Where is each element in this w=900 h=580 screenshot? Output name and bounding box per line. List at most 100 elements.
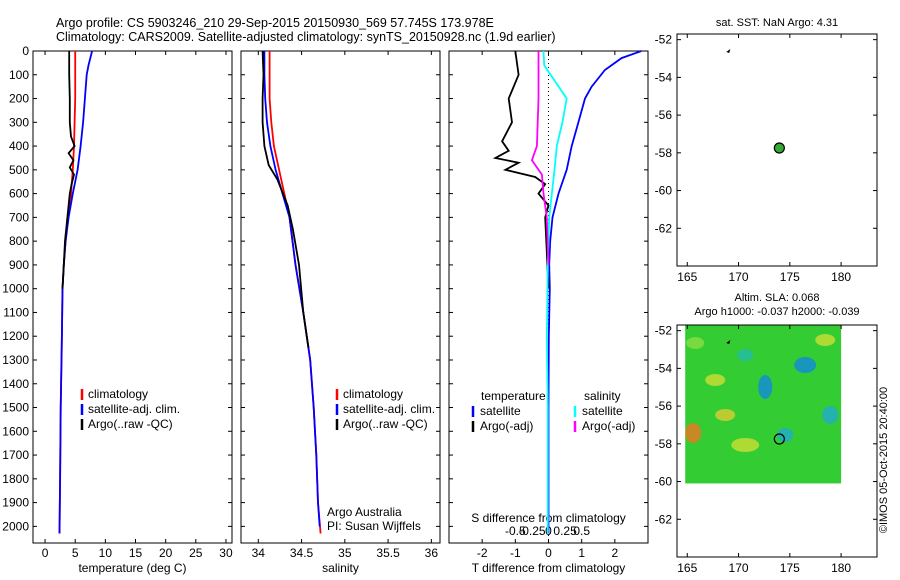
series-line-satellite [547,50,642,534]
y-tick-label: 1400 [2,377,29,391]
x-tick-label: 180 [831,561,851,575]
y-tick-label: 1600 [2,424,29,438]
plot-frame [32,50,233,544]
x-tick-label: 35.5 [376,546,400,560]
x-tick-label: 0 [42,546,49,560]
x-axis-label: temperature (deg C) [78,561,186,575]
x-tick-label: 35 [338,546,352,560]
s-tick-label: -0.25 [518,524,546,538]
legend-label: Argo(..raw -QC) [88,417,173,431]
x-tick-label: 30 [219,546,233,560]
s-tick-label: -0.5 [505,524,526,538]
legend-label: satellite-adj. clim. [343,402,435,416]
y-tick-label: -58 [655,437,673,451]
panel-temperature: 0100200300400500600700800900100011001200… [2,44,233,575]
x-tick-label: 2 [611,546,618,560]
y-tick-label: -60 [655,184,673,198]
y-tick-label: 700 [9,210,29,224]
sla-anomaly [815,334,836,346]
float-position-marker [773,142,785,154]
x-tick-label: 0 [545,546,552,560]
y-tick-label: -58 [655,146,673,160]
annotation: Argo Australia [327,505,402,519]
panel-difference: -2 -1 0 1 2T difference from climatology -0.5… [448,50,649,575]
map-title: Argo h1000: -0.037 h2000: -0.039 [694,306,859,318]
map-sla: 165 170 175 180 -52 -54 -56 -58 -60 -62 [655,324,878,575]
x-tick-label: 165 [677,561,697,575]
x-tick-label: 1 [578,546,585,560]
y-tick-label: -54 [655,70,673,84]
legend-label: salinity [584,389,621,403]
y-tick-label: 2000 [2,519,29,533]
y-tick-label: 0 [22,44,29,58]
sla-anomaly [822,406,839,424]
x-tick-label: 25 [189,546,203,560]
previous-position-marker [726,48,731,53]
x-tick-label: 175 [780,561,800,575]
sla-anomaly [686,337,705,349]
legend-label: climatology [343,387,403,401]
series-line-satellite-adj-clim- [263,51,321,527]
legend-label: satellite [480,404,521,418]
y-tick-label: -56 [655,108,673,122]
y-tick-label: 100 [9,68,29,82]
y-tick-label: 900 [9,258,29,272]
y-tick-label: 800 [9,234,29,248]
x-tick-label: 34 [252,546,266,560]
x-tick-label: 5 [72,546,79,560]
y-tick-label: 600 [9,187,29,201]
float-position-marker [773,433,785,445]
x-tick-label: 180 [831,270,851,284]
imos-credit: ©IMOS 05-Oct-2015 20:40:00 [878,386,890,534]
y-tick-label: 500 [9,163,29,177]
x-tick-label: 10 [99,546,113,560]
x-tick-label: 170 [729,270,749,284]
y-tick-label: 1200 [2,329,29,343]
x-tick-label: 36 [425,546,439,560]
series-line-salinity-argo-adj- [530,51,550,265]
sla-anomaly [705,374,726,386]
plot-frame [240,50,441,544]
y-tick-label: 1000 [2,282,29,296]
series-line-argo-raw-qc- [261,50,310,349]
legend-label: climatology [88,387,148,401]
legend-label: satellite-adj. clim. [88,402,180,416]
map-frame [676,33,878,267]
legend-label: temperature [481,389,546,403]
s-tick-label: 0.25 [553,524,577,538]
sla-anomaly [737,349,754,361]
sla-anomaly [685,423,702,443]
legend-label: Argo(-adj) [582,419,635,433]
y-tick-label: -54 [655,361,673,375]
header-line1: Argo profile: CS 5903246_210 29-Sep-2015… [56,16,494,30]
panel-salinity: 34 34.5 35 35.5 36 salinity climatologysatelli… [240,50,441,575]
map-sst: 165 170 175 180 -52 -54 -56 -58 -60 -62 [655,33,878,284]
x-tick-label: 15 [129,546,143,560]
y-tick-label: -52 [655,324,673,338]
x-tick-label: -1 [510,546,521,560]
series-line-climatology [268,51,322,534]
series-line-argo-adj- [492,50,550,289]
y-tick-label: 300 [9,115,29,129]
y-tick-label: 1100 [3,305,29,319]
x-axis-label: salinity [322,561,359,575]
y-tick-label: 1900 [2,496,29,510]
y-tick-label: 1800 [2,472,29,486]
legend-label: satellite [582,404,623,418]
y-tick-label: -62 [655,221,673,235]
s-tick-label: 0.5 [573,524,590,538]
y-tick-label: -52 [655,33,673,47]
x-tick-label: 170 [729,561,749,575]
y-tick-label: 200 [9,92,29,106]
sla-anomaly [794,357,817,373]
y-tick-label: -62 [655,512,673,526]
y-tick-label: -60 [655,475,673,489]
previous-position-marker [726,339,731,344]
header-line2: Climatology: CARS2009. Satellite-adjuste… [56,30,556,44]
sla-anomaly [758,375,773,399]
map-title: Altim. SLA: 0.068 [735,292,820,304]
x-tick-label: 175 [780,270,800,284]
y-tick-label: 1700 [2,448,29,462]
series-line-argo-raw-qc- [61,51,76,289]
